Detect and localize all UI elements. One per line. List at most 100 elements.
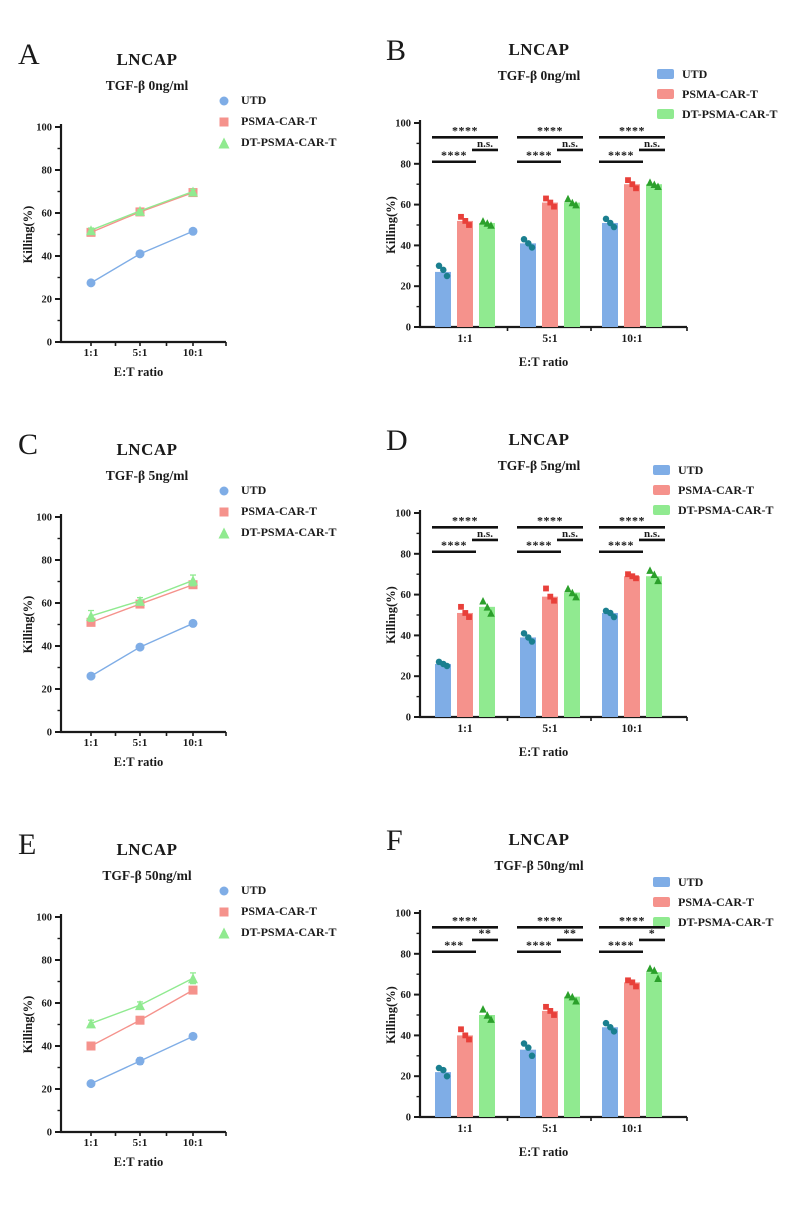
svg-text:80: 80: [401, 549, 412, 560]
series-utd: [435, 607, 618, 717]
svg-text:****: ****: [526, 148, 552, 162]
svg-text:Killing(%): Killing(%): [21, 996, 35, 1054]
svg-text:***: ***: [444, 938, 464, 952]
svg-text:10:1: 10:1: [621, 723, 642, 735]
svg-text:****: ****: [452, 913, 478, 927]
triangle-marker-icon: [215, 926, 233, 940]
legend-label: UTD: [241, 93, 267, 107]
svg-text:20: 20: [401, 1072, 412, 1083]
series-utd: [86, 1031, 198, 1089]
panel-letter-D: D: [386, 424, 408, 457]
svg-text:100: 100: [36, 123, 52, 134]
svg-text:n.s.: n.s.: [562, 528, 578, 540]
legend-item-utd: UTD: [215, 90, 337, 111]
significance-brackets: ********n.s.********n.s.********n.s.: [432, 123, 665, 164]
legend-label: DT-PSMA-CAR-T: [678, 914, 774, 929]
axes: 0 20 40 60 80 100: [36, 913, 227, 1139]
legend-item-psma-car-t: PSMA-CAR-T: [656, 84, 778, 104]
circle-marker-icon: [215, 884, 233, 898]
panel-letter-B: B: [386, 34, 407, 67]
svg-text:80: 80: [42, 556, 53, 567]
svg-text:0: 0: [47, 338, 52, 349]
svg-text:****: ****: [619, 513, 645, 527]
series-psma-car-t: [457, 177, 640, 327]
legend-label: UTD: [241, 883, 267, 897]
legend-label: UTD: [682, 66, 708, 81]
svg-text:20: 20: [401, 672, 412, 683]
svg-text:5:1: 5:1: [542, 1123, 558, 1135]
svg-text:80: 80: [401, 159, 412, 170]
svg-text:40: 40: [42, 642, 53, 653]
legend-item-utd: UTD: [656, 64, 778, 84]
panel-titles: LNCAP TGF-β 5ng/ml: [414, 430, 664, 474]
svg-text:40: 40: [401, 1031, 412, 1042]
significance-brackets: ********n.s.********n.s.********n.s.: [432, 513, 665, 554]
series-utd: [435, 1019, 618, 1117]
legend-item-psma-car-t: PSMA-CAR-T: [652, 480, 774, 500]
svg-text:40: 40: [401, 631, 412, 642]
legend-label: DT-PSMA-CAR-T: [241, 135, 337, 149]
svg-text:1:1: 1:1: [457, 723, 473, 735]
legend-item-dt-psma-car-t: DT-PSMA-CAR-T: [215, 132, 337, 153]
bar-chart-svg: 0 20 40 60 80 100 1:1 5:1 10:1 E:T ratio Killing(%…: [384, 119, 688, 369]
circle-marker-icon: [652, 877, 670, 887]
bar-chart: 0 20 40 60 80 100 1:1 5:1 10:1 E:T ratio Killing(%…: [382, 98, 727, 403]
svg-text:40: 40: [42, 1042, 53, 1053]
legend-label: UTD: [678, 874, 704, 889]
svg-text:Killing(%): Killing(%): [384, 986, 398, 1044]
chart-subtitle: TGF-β 0ng/ml: [497, 68, 581, 83]
legend-label: PSMA-CAR-T: [678, 482, 754, 497]
series-dt-psma-car-t: [479, 566, 662, 717]
svg-text:20: 20: [42, 295, 53, 306]
triangle-marker-icon: [652, 505, 670, 515]
svg-text:E:T ratio: E:T ratio: [519, 355, 568, 369]
bar-chart-svg: 0 20 40 60 80 100 1:1 5:1 10:1 E:T ratio Killing(%…: [384, 909, 688, 1159]
panel-letter-A: A: [18, 38, 40, 71]
legend-label: PSMA-CAR-T: [682, 86, 758, 101]
significance-brackets: ****************************: [432, 913, 665, 954]
chart-subtitle: TGF-β 50ng/ml: [494, 858, 584, 873]
svg-text:5:1: 5:1: [133, 737, 148, 749]
svg-text:Killing(%): Killing(%): [384, 196, 398, 254]
chart-title: LNCAP: [116, 440, 178, 459]
svg-text:**: **: [479, 926, 492, 940]
line-chart-svg: 0 20 40 60 80 100 1:1 5:1 10:1 E:T ratio Killing(%…: [21, 513, 227, 769]
svg-text:1:1: 1:1: [457, 1123, 473, 1135]
svg-text:****: ****: [619, 123, 645, 137]
chart-subtitle: TGF-β 0ng/ml: [105, 78, 189, 93]
bar-chart: 0 20 40 60 80 100 1:1 5:1 10:1 E:T ratio Killing(%…: [382, 888, 727, 1193]
legend-item-dt-psma-car-t: DT-PSMA-CAR-T: [656, 104, 778, 124]
legend-label: DT-PSMA-CAR-T: [682, 106, 778, 121]
panel-E: E LNCAP TGF-β 50ng/ml UTD PSMA-CAR-T DT-PS…: [10, 808, 362, 1203]
svg-text:0: 0: [406, 713, 411, 724]
svg-text:60: 60: [42, 999, 53, 1010]
svg-text:60: 60: [42, 599, 53, 610]
legend-label: UTD: [241, 483, 267, 497]
legend: UTD PSMA-CAR-T DT-PSMA-CAR-T: [652, 460, 774, 520]
svg-text:1:1: 1:1: [84, 347, 99, 359]
svg-text:Killing(%): Killing(%): [21, 596, 35, 654]
svg-text:n.s.: n.s.: [644, 528, 660, 540]
panel-A: A LNCAP TGF-β 0ng/ml UTD PSMA-CAR-T DT-PSM…: [10, 18, 362, 403]
legend-label: DT-PSMA-CAR-T: [241, 525, 337, 539]
bar-chart-svg: 0 20 40 60 80 100 1:1 5:1 10:1 E:T ratio Killing(%…: [384, 509, 688, 759]
square-marker-icon: [652, 897, 670, 907]
svg-text:100: 100: [36, 513, 52, 524]
series-dt-psma-car-t: [86, 186, 198, 236]
axes: 0 20 40 60 80 100: [36, 513, 227, 739]
panel-letter-F: F: [386, 824, 403, 857]
legend-label: PSMA-CAR-T: [241, 904, 317, 918]
line-chart-svg: 0 20 40 60 80 100 1:1 5:1 10:1 E:T ratio Killing(%…: [21, 123, 227, 379]
circle-marker-icon: [215, 484, 233, 498]
svg-text:40: 40: [42, 252, 53, 263]
legend: UTD PSMA-CAR-T DT-PSMA-CAR-T: [215, 90, 337, 153]
chart-title: LNCAP: [116, 50, 178, 69]
series-psma-car-t: [457, 977, 640, 1117]
svg-text:10:1: 10:1: [183, 737, 203, 749]
panel-F: F LNCAP TGF-β 50ng/ml UTD PSMA-CAR-T DT-PS…: [372, 808, 800, 1208]
svg-text:20: 20: [42, 1085, 53, 1096]
legend-item-dt-psma-car-t: DT-PSMA-CAR-T: [652, 500, 774, 520]
panel-titles: LNCAP TGF-β 50ng/ml: [38, 840, 256, 884]
svg-text:**: **: [564, 926, 577, 940]
bar-chart: 0 20 40 60 80 100 1:1 5:1 10:1 E:T ratio Killing(%…: [382, 488, 727, 793]
